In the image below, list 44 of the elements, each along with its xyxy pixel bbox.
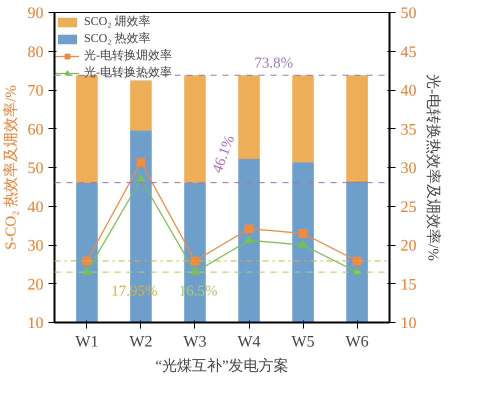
y2-tick-label: 15 xyxy=(400,276,416,294)
legend-label: 光-电转换热效率 xyxy=(84,64,172,81)
y2-tick-label: 10 xyxy=(400,315,416,332)
y-tick-label: 50 xyxy=(28,160,44,177)
y2-tick-label: 45 xyxy=(400,44,416,61)
y2-tick-label: 40 xyxy=(400,82,416,100)
point xyxy=(190,256,200,266)
ref-line-label: 46.1% xyxy=(210,133,238,176)
y-tick-label: 80 xyxy=(28,44,44,61)
y2-tick-label: 20 xyxy=(400,238,416,254)
ref-line-label: 73.8% xyxy=(254,55,294,72)
y-tick-label: 10 xyxy=(28,315,44,332)
y2-tick-label: 30 xyxy=(400,160,416,177)
y2-tick-label: 35 xyxy=(400,121,416,138)
y2-axis-title: 光-电转换热效率及㶲效率/% xyxy=(424,74,442,261)
point xyxy=(136,174,146,182)
x-tick-label: W5 xyxy=(292,334,315,350)
y2-tick-label: 50 xyxy=(400,5,416,22)
x-tick-label: W3 xyxy=(183,334,207,350)
x-tick-label: W2 xyxy=(129,334,153,350)
y-tick-label: 60 xyxy=(28,121,44,138)
y-axis-title: S-CO₂ 热效率及㶲效率/% xyxy=(2,85,20,250)
point xyxy=(190,267,200,275)
legend-label: SCO₂ 热效率 xyxy=(84,30,151,47)
y-tick-label: 90 xyxy=(28,5,44,22)
y-tick-label: 30 xyxy=(28,238,44,254)
point xyxy=(244,224,254,234)
x-tick-label: W6 xyxy=(346,334,369,350)
point xyxy=(298,228,308,238)
legend-label: SCO₂ 㶲效率 xyxy=(84,13,151,30)
point xyxy=(352,256,362,266)
x-axis-title: “光煤互补”发电方案 xyxy=(155,358,289,374)
point xyxy=(298,240,308,248)
point xyxy=(136,158,146,167)
x-tick-label: W4 xyxy=(237,334,261,350)
point xyxy=(82,256,92,266)
y2-tick-label: 25 xyxy=(400,198,416,216)
y-tick-label: 40 xyxy=(28,198,44,216)
x-tick-label: W1 xyxy=(75,334,98,350)
point xyxy=(82,267,92,275)
y-tick-label: 20 xyxy=(28,276,44,294)
y-tick-label: 70 xyxy=(28,82,44,100)
point xyxy=(244,235,254,244)
legend-label: 光-电转换㶲效率 xyxy=(84,47,172,64)
